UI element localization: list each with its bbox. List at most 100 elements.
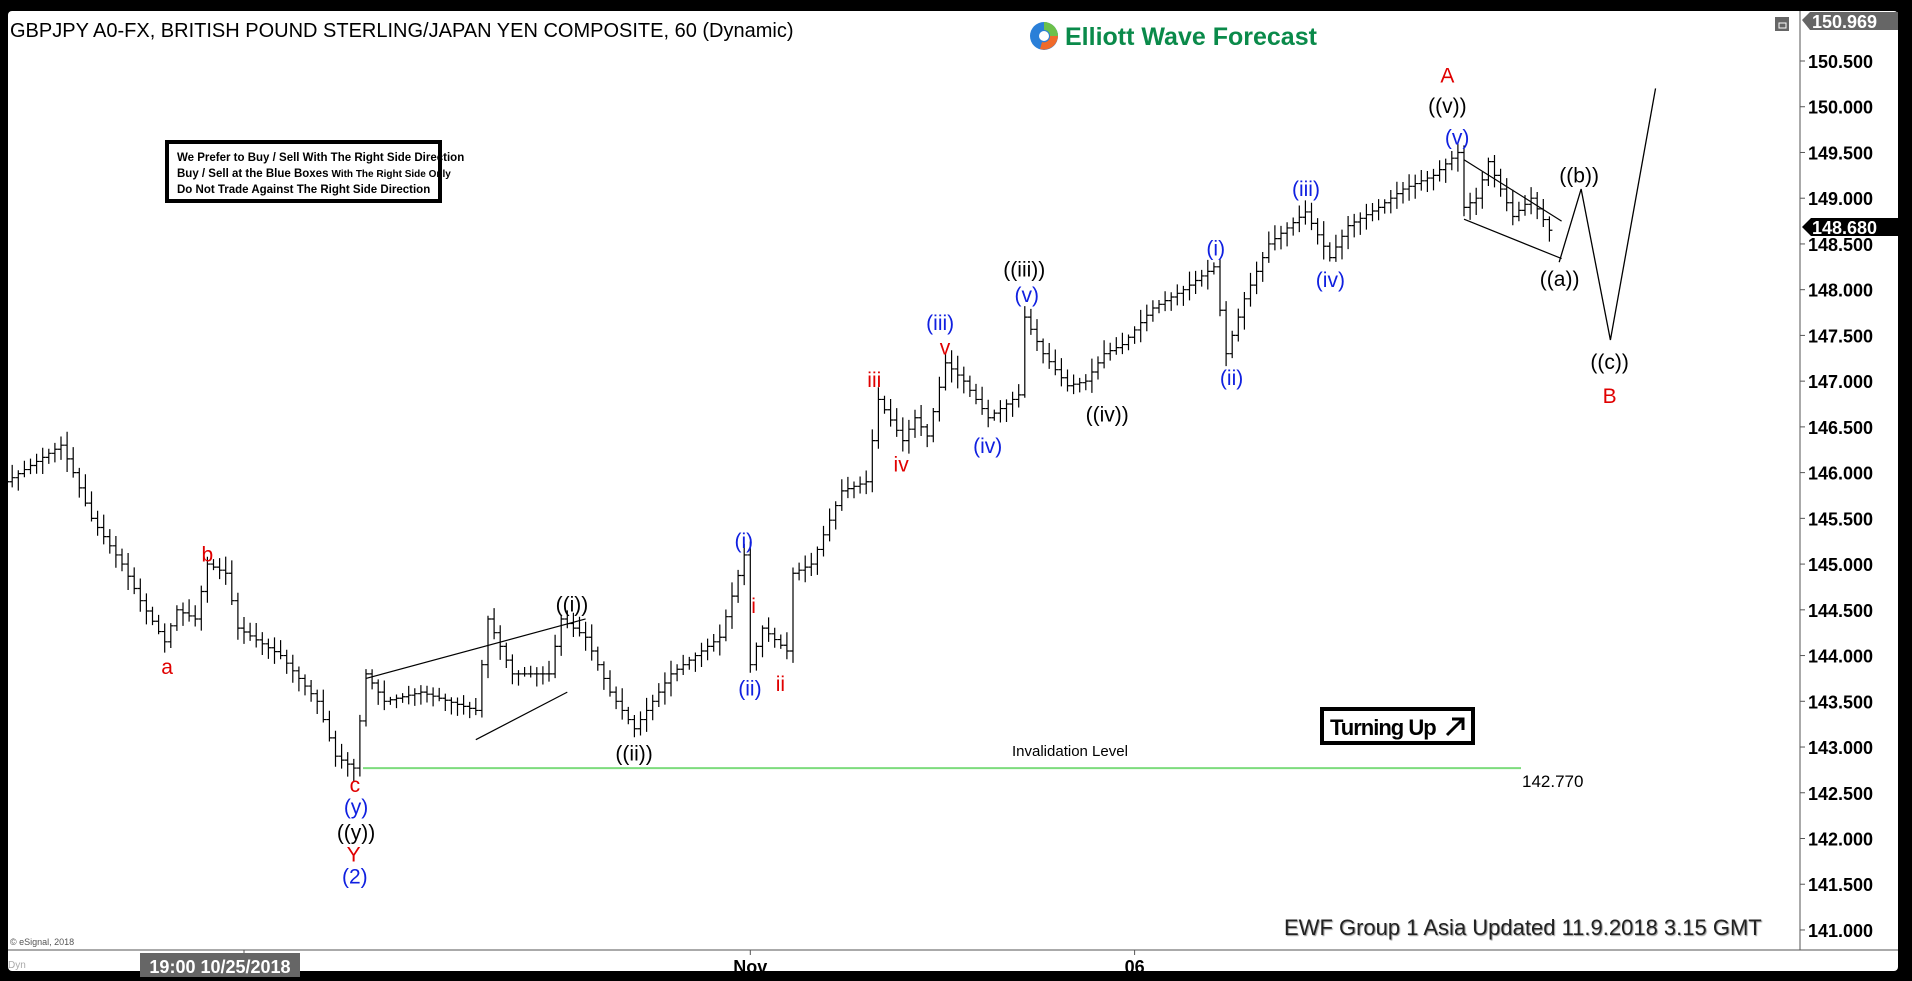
wave-labels: abcYiiiivviiiAB(y)(2)(i)(ii)(iii)(iv)(v)… bbox=[161, 64, 1629, 888]
price-bar bbox=[1113, 337, 1120, 355]
price-bar bbox=[485, 615, 491, 679]
price-bar bbox=[222, 556, 229, 585]
price-bar bbox=[600, 661, 607, 690]
price-bar bbox=[1204, 259, 1211, 290]
wave-label: (2) bbox=[342, 866, 368, 889]
price-bar bbox=[33, 453, 40, 474]
price-bar bbox=[918, 405, 925, 437]
y-tick-label: 148.500 bbox=[1808, 235, 1873, 255]
wave-label: (iii) bbox=[1292, 178, 1320, 201]
price-bar bbox=[661, 672, 668, 705]
price-bar bbox=[76, 467, 83, 498]
price-bar bbox=[173, 605, 180, 631]
price-bar bbox=[692, 652, 699, 672]
price-bar bbox=[844, 476, 851, 499]
wave-label: iii bbox=[867, 369, 881, 392]
wave-label: (ii) bbox=[1220, 367, 1243, 390]
price-bar bbox=[1357, 212, 1364, 235]
logo-text: Elliott Wave Forecast bbox=[1065, 23, 1318, 51]
price-bar bbox=[1149, 300, 1156, 322]
price-bar bbox=[838, 479, 845, 511]
price-bar bbox=[411, 688, 418, 706]
price-bar bbox=[607, 670, 613, 697]
price-bar bbox=[1241, 292, 1248, 330]
price-bar bbox=[979, 386, 986, 415]
price-bar bbox=[539, 666, 546, 685]
price-bar bbox=[759, 625, 766, 658]
price-bar bbox=[686, 656, 693, 670]
price-bar bbox=[1412, 174, 1419, 199]
price-bar bbox=[558, 614, 565, 656]
note-line-1: We Prefer to Buy / Sell With The Right S… bbox=[177, 152, 464, 164]
price-bar bbox=[3, 479, 10, 490]
y-tick-label: 149.500 bbox=[1808, 143, 1873, 163]
logo: Elliott Wave Forecast bbox=[1030, 22, 1318, 51]
price-bar bbox=[857, 476, 864, 494]
price-bar bbox=[167, 623, 174, 648]
wave-label: c bbox=[350, 774, 361, 797]
y-tick-label: 150.500 bbox=[1808, 52, 1873, 72]
trendline bbox=[365, 618, 586, 680]
price-bar bbox=[1326, 242, 1333, 262]
price-bar bbox=[1052, 349, 1059, 376]
price-bar bbox=[1345, 216, 1352, 250]
y-tick-label: 146.500 bbox=[1808, 418, 1873, 438]
price-bar bbox=[393, 694, 400, 709]
wave-label: A bbox=[1440, 64, 1454, 87]
price-bar bbox=[259, 632, 266, 656]
y-tick-label: 141.000 bbox=[1808, 921, 1873, 941]
price-bar bbox=[253, 622, 260, 648]
price-bar bbox=[149, 606, 156, 626]
price-bar bbox=[655, 683, 662, 707]
y-tick-label: 144.500 bbox=[1808, 601, 1873, 621]
price-bar bbox=[1198, 269, 1205, 287]
y-tick-label: 144.000 bbox=[1808, 647, 1873, 667]
price-bar bbox=[741, 543, 748, 586]
price-bar bbox=[1387, 189, 1394, 214]
x-tick-label: 19:00 10/25/2018 bbox=[149, 957, 290, 977]
price-bar bbox=[1223, 301, 1230, 367]
price-bar bbox=[1271, 225, 1278, 251]
wave-label: v bbox=[940, 336, 951, 359]
y-tick-label: 142.500 bbox=[1808, 784, 1873, 804]
restore-window-button[interactable] bbox=[1775, 17, 1789, 31]
wave-label: (v) bbox=[1445, 127, 1470, 150]
x-tick-label: Nov bbox=[733, 957, 767, 977]
price-bar bbox=[1082, 374, 1089, 391]
price-bar bbox=[1454, 142, 1461, 172]
price-bar bbox=[210, 559, 217, 571]
y-tick-label: 149.000 bbox=[1808, 189, 1873, 209]
price-bar bbox=[1442, 158, 1449, 183]
time-axis: 19:00 10/25/2018 Nov 06 bbox=[140, 950, 1145, 977]
y-tick-label: 142.000 bbox=[1808, 829, 1873, 849]
price-bar bbox=[735, 569, 742, 603]
y-tick-label: 143.500 bbox=[1808, 692, 1873, 712]
y-tick-label: 145.500 bbox=[1808, 509, 1873, 529]
price-bar bbox=[1320, 221, 1327, 260]
note-line-2a: Buy / Sell at the Blue Boxes bbox=[177, 168, 328, 180]
price-bar bbox=[1101, 340, 1108, 369]
price-bar bbox=[247, 622, 254, 641]
price-bar bbox=[1278, 225, 1284, 250]
price-bar bbox=[1424, 170, 1431, 192]
wave-label: iv bbox=[894, 453, 910, 476]
price-bar bbox=[1332, 234, 1339, 262]
price-bar bbox=[1247, 272, 1254, 307]
price-bar bbox=[70, 447, 77, 478]
turning-up-badge: Turning Up bbox=[1320, 707, 1475, 745]
price-bar bbox=[936, 376, 943, 422]
price-bar bbox=[180, 602, 186, 626]
trendline bbox=[1463, 159, 1562, 222]
price-bar bbox=[186, 599, 193, 622]
price-bar bbox=[1515, 201, 1522, 222]
price-bar bbox=[478, 659, 485, 718]
price-bar bbox=[503, 642, 510, 668]
price-bar bbox=[698, 642, 705, 668]
price-bar bbox=[637, 711, 644, 736]
price-bar bbox=[716, 624, 723, 656]
price-bar bbox=[9, 464, 16, 488]
price-bar bbox=[1070, 374, 1077, 395]
price-axis: 150.500 150.000 149.500 149.000 148.500 148.0… bbox=[1800, 52, 1873, 941]
price-bar bbox=[234, 592, 241, 640]
